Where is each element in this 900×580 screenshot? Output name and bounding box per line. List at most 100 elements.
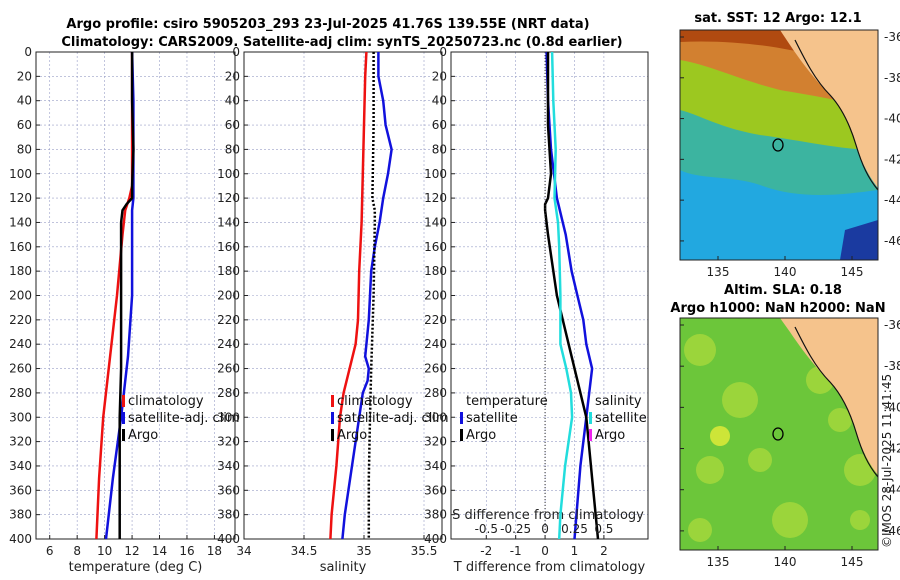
s-tick-label: 0.5 [594,522,613,536]
temp-legend-label: satellite-adj. clim [128,411,240,426]
x-tick-label: -2 [480,544,492,558]
sla-map: -36 -38 -40 -42 -44 -46 135 140 145 [679,317,900,569]
sal-legend-label: climatology [337,394,413,409]
series-line-argo [118,52,135,539]
y-tick-label: 120 [424,191,447,205]
sla-anomaly-blob [850,510,870,530]
map-y-tick-label: -44 [884,483,900,497]
sst-map: -36 -38 -40 -42 -44 -46 135 140 145 [679,29,900,279]
map-y-tick-label: -36 [884,30,900,44]
sla-anomaly-blob [828,408,852,432]
sla-anomaly-blob [748,448,772,472]
sla-high-blob [710,426,730,446]
map-x-tick-label: 145 [841,265,864,279]
x-axis-label: T difference from climatology [453,560,646,575]
y-tick-label: 300 [424,410,447,424]
y-tick-label: 300 [9,410,32,424]
y-tick-label: 160 [9,240,32,254]
series-line-satellite-adj-clim [341,52,393,540]
y-tick-label: 220 [424,313,447,327]
diff-legend-t-label: temperature [466,394,548,409]
y-tick-label: 360 [217,483,240,497]
temp-legend-swatch [122,429,125,441]
x-tick-label: 14 [152,544,167,558]
y-tick-label: 200 [9,289,32,303]
y-tick-label: 180 [9,264,32,278]
salinity-panel: 0204060801001201401601802002202402602803… [217,45,449,575]
sla-anomaly-blob [722,382,758,418]
x-tick-label: 12 [124,544,139,558]
diff-legend-s-swatch [589,412,592,424]
temp-legend-swatch [122,412,125,424]
y-tick-label: 80 [17,142,32,156]
y-tick-label: 20 [225,69,240,83]
map-y-tick-label: -46 [884,524,900,538]
sal-legend-swatch [331,412,334,424]
x-tick-label: 2 [600,544,608,558]
y-tick-label: 0 [439,45,447,59]
y-tick-label: 180 [217,264,240,278]
sla-anomaly-blob [688,518,712,542]
difference-panel: 0204060801001201401601802002202402602803… [424,45,649,575]
sla-anomaly-blob [772,502,808,538]
series-line-t-satellite [545,51,594,540]
map-x-tick-label: 140 [774,555,797,569]
map-y-tick-label: -36 [884,318,900,332]
diff-legend-t-label: Argo [466,428,496,443]
y-tick-label: 20 [17,69,32,83]
y-tick-label: 240 [424,337,447,351]
y-tick-label: 40 [225,94,240,108]
y-tick-label: 380 [9,508,32,522]
x-tick-label: 35.5 [411,544,438,558]
sla-anomaly-blob [696,456,724,484]
map-y-tick-label: -40 [884,112,900,126]
s-tick-label: 0.25 [561,522,588,536]
map-frame [679,317,879,551]
temperature-panel: 0204060801001201401601802002202402602803… [9,45,240,575]
x-tick-label: 16 [179,544,194,558]
sla-coastline [794,326,879,478]
y-tick-label: 120 [9,191,32,205]
argo-location-marker [772,427,784,441]
x-axis-label: salinity [320,560,367,575]
y-tick-label: 360 [9,483,32,497]
map-y-tick-label: -38 [884,359,900,373]
sal-legend-label: Argo [337,428,367,443]
map-y-tick-label: -42 [884,442,900,456]
map-y-tick-label: -42 [884,152,900,166]
sal-legend-swatch [331,395,334,407]
sla-map-title-line1: Altim. SLA: 0.18 [724,283,842,298]
y-tick-label: 60 [225,118,240,132]
y-tick-label: 200 [217,289,240,303]
series-line-s-salinity [550,51,574,540]
y-tick-label: 280 [424,386,447,400]
diff-legend-s-label: Argo [595,428,625,443]
s-tick-label: -0.25 [500,522,531,536]
map-x-tick-label: 135 [707,265,730,279]
x-tick-label: -1 [510,544,522,558]
series-line-climatology [329,51,368,540]
y-tick-label: 140 [9,215,32,229]
y-tick-label: 260 [424,362,447,376]
sal-legend-label: satellite-adj. clim [337,411,449,426]
imos-watermark: ©IMOS 28-Jul-2025 11:41:45 [880,374,894,548]
x-tick-label: 1 [571,544,579,558]
y-tick-label: 400 [217,532,240,546]
y-tick-label: 200 [424,289,447,303]
sst-coastline [794,39,879,191]
y-tick-label: 340 [424,459,447,473]
s-difference-axis-label: S difference from climatology [452,508,644,523]
y-tick-label: 380 [424,508,447,522]
y-tick-label: 0 [232,45,240,59]
y-tick-label: 340 [9,459,32,473]
x-tick-label: 6 [46,544,54,558]
temp-legend-label: climatology [128,394,204,409]
y-tick-label: 160 [424,240,447,254]
y-tick-label: 40 [17,94,32,108]
sla-map-title-line2: Argo h1000: NaN h2000: NaN [670,301,885,316]
y-tick-label: 320 [217,435,240,449]
x-tick-label: 18 [207,544,222,558]
temp-legend-swatch [122,395,125,407]
y-tick-label: 360 [424,483,447,497]
y-tick-label: 100 [217,167,240,181]
